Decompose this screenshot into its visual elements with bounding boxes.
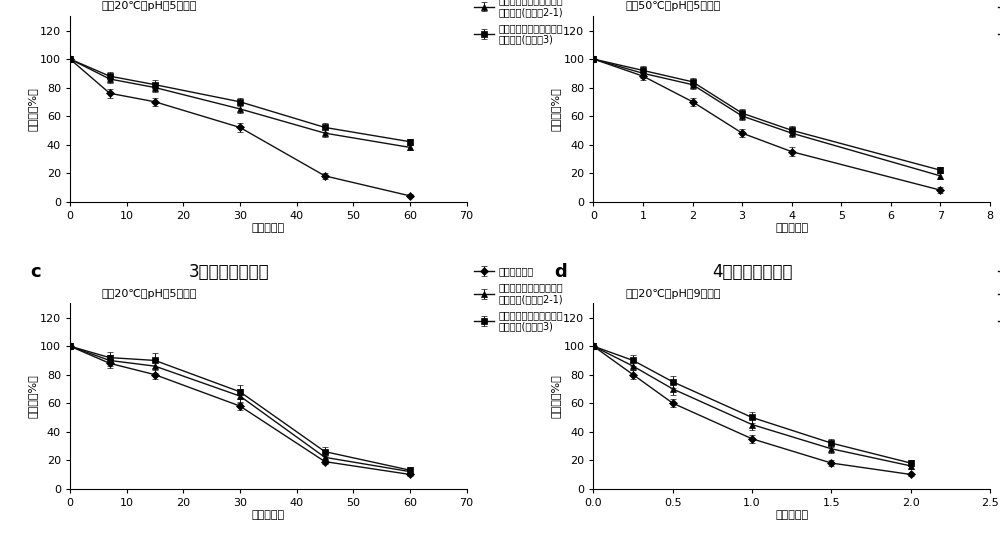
Legend: 桂花苯乙醇苷, 壳聚糖包覆的桂花苯乙醇
苷脂质体(实施例2-1), 壳聚糖包覆的桂花苯乙醇
苷脂质体(实施例3): 桂花苯乙醇苷, 壳聚糖包覆的桂花苯乙醇 苷脂质体(实施例2-1), 壳聚糖包覆的… [471, 0, 567, 48]
Text: 温度20℃，pH值5，黑暗: 温度20℃，pH值5，黑暗 [102, 2, 197, 11]
Text: 温度20℃，pH值9，黑暗: 温度20℃，pH值9，黑暗 [625, 289, 721, 299]
Text: 温度20℃，pH值5，光照: 温度20℃，pH值5，光照 [102, 289, 197, 299]
Text: d: d [554, 263, 567, 281]
Text: 4组（碱性条件）: 4组（碱性条件） [712, 263, 793, 281]
Y-axis label: 保留率（%）: 保留率（%） [551, 87, 561, 131]
Legend: 桂花苯乙醇苷, 壳聚糖包覆的桂花苯乙醇
苷脂质体(实施例2-1), 壳聚糖包覆的桂花苯乙醇
苷脂质体(实施例3): 桂花苯乙醇苷, 壳聚糖包覆的桂花苯乙醇 苷脂质体(实施例2-1), 壳聚糖包覆的… [471, 263, 567, 336]
Legend: 桂花苯乙醇苷, 壳聚糖包覆的桂花苯乙醇
苷脂质体(实施例2-1), 壳聚糖包覆的桂花苯乙醇
苷脂质体(实施例3): 桂花苯乙醇苷, 壳聚糖包覆的桂花苯乙醇 苷脂质体(实施例2-1), 壳聚糖包覆的… [994, 263, 1000, 336]
Y-axis label: 保留率（%）: 保留率（%） [551, 374, 561, 418]
Text: 3组（光照条件）: 3组（光照条件） [189, 263, 270, 281]
Legend: 桂花苯乙醇苷, 壳聚糖包覆的桂花苯乙醇
苷脂质体(实施例2-1), 壳聚糖包覆的桂花苯乙醇
苷脂质体(实施例3): 桂花苯乙醇苷, 壳聚糖包覆的桂花苯乙醇 苷脂质体(实施例2-1), 壳聚糖包覆的… [994, 0, 1000, 48]
Y-axis label: 保留率（%）: 保留率（%） [27, 374, 37, 418]
X-axis label: 时间（天）: 时间（天） [775, 223, 808, 233]
X-axis label: 时间（天）: 时间（天） [252, 510, 285, 521]
Y-axis label: 保留率（%）: 保留率（%） [27, 87, 37, 131]
Text: c: c [30, 263, 41, 281]
X-axis label: 时间（天）: 时间（天） [775, 510, 808, 521]
X-axis label: 时间（天）: 时间（天） [252, 223, 285, 233]
Text: 温度50℃，pH值5，黑暗: 温度50℃，pH值5，黑暗 [625, 2, 720, 11]
